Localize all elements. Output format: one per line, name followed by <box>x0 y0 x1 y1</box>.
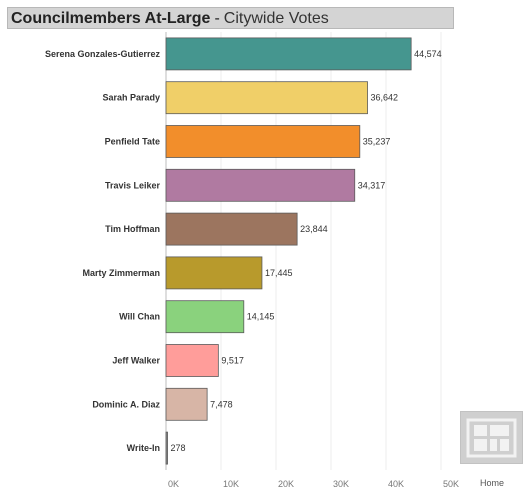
x-tick-label: 10K <box>223 479 239 489</box>
title-subtitle: Citywide Votes <box>223 10 329 27</box>
grid-home-icon <box>466 418 517 458</box>
value-label: 44,574 <box>414 49 442 59</box>
value-label: 14,145 <box>247 312 275 322</box>
category-label: Serena Gonzales-Gutierrez <box>45 49 161 59</box>
category-label: Jeff Walker <box>112 356 160 366</box>
value-label: 23,844 <box>300 224 328 234</box>
category-label: Write-In <box>127 443 160 453</box>
home-button[interactable] <box>460 411 523 464</box>
category-label: Sarah Parady <box>102 93 160 103</box>
value-label: 17,445 <box>265 268 293 278</box>
category-label: Tim Hoffman <box>105 224 160 234</box>
category-label: Marty Zimmerman <box>82 268 160 278</box>
category-label: Will Chan <box>119 312 160 322</box>
title-main: Councilmembers At-Large <box>11 10 211 27</box>
x-tick-label: 30K <box>333 479 349 489</box>
bar <box>165 212 298 246</box>
value-label: 7,478 <box>210 399 233 409</box>
value-label: 9,517 <box>221 356 244 366</box>
category-label: Dominic A. Diaz <box>92 399 160 409</box>
bar <box>165 168 356 202</box>
bar <box>165 125 361 158</box>
title-separator: - <box>214 10 220 27</box>
value-label: 278 <box>171 443 186 453</box>
bar <box>165 37 412 71</box>
value-label: 35,237 <box>363 137 391 147</box>
x-tick-label: 0K <box>168 479 179 489</box>
bar <box>165 300 245 334</box>
title-bar: Councilmembers At-Large - Citywide Votes <box>7 7 454 29</box>
chart-title: Councilmembers At-Large - Citywide Votes <box>11 9 329 29</box>
bar <box>165 387 208 421</box>
bar <box>165 431 168 465</box>
category-label: Travis Leiker <box>105 180 161 190</box>
x-tick-label: 50K <box>443 479 459 489</box>
x-tick-label: 40K <box>388 479 404 489</box>
home-label[interactable]: Home <box>480 478 505 488</box>
value-label: 36,642 <box>371 93 399 103</box>
bar <box>165 81 368 115</box>
x-tick-label: 20K <box>278 479 294 489</box>
value-label: 34,317 <box>358 180 386 190</box>
category-label: Penfield Tate <box>105 137 160 147</box>
bar <box>165 256 263 290</box>
bar <box>165 344 219 377</box>
